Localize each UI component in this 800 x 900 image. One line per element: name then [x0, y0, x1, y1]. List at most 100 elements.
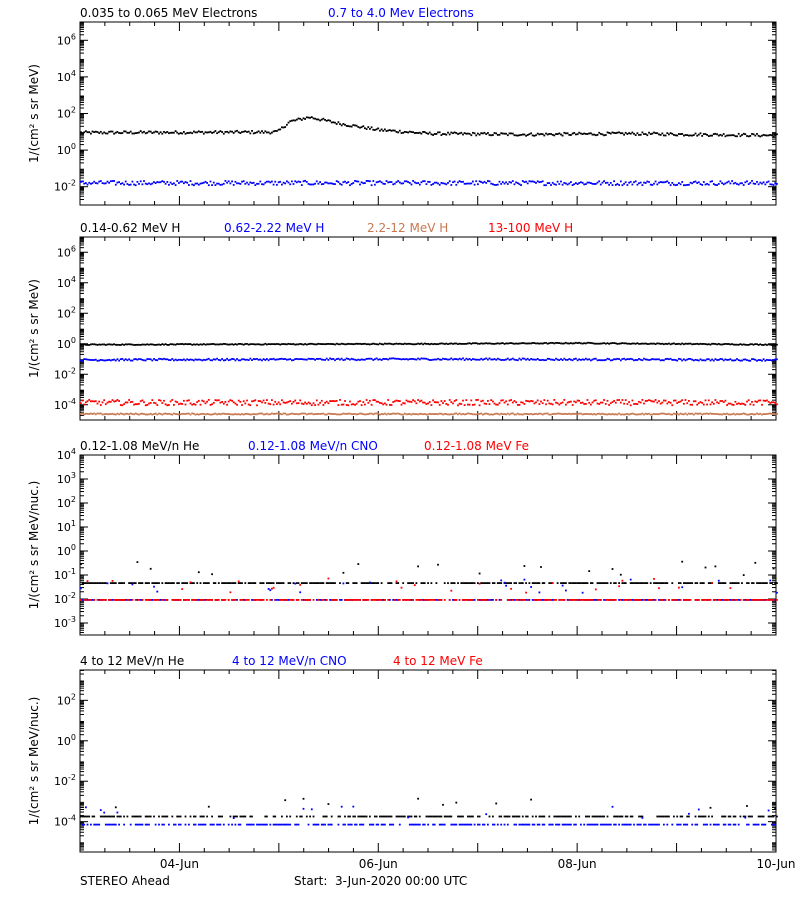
data-point: [697, 181, 700, 184]
data-point: [354, 582, 356, 584]
data-point: [247, 823, 250, 826]
data-point: [151, 399, 154, 401]
data-point: [422, 180, 424, 183]
data-point: [340, 357, 343, 360]
data-point: [354, 404, 356, 406]
data-point: [467, 182, 469, 185]
data-point: [470, 823, 473, 826]
data-point: [309, 582, 311, 584]
data-point: [575, 599, 577, 601]
data-point: [428, 401, 431, 403]
data-point: [154, 823, 157, 826]
data-point: [104, 344, 107, 346]
data-point: [633, 181, 635, 184]
data-point: [367, 582, 370, 584]
data-point: [624, 815, 627, 818]
plot-frame: [79, 21, 777, 206]
data-point: [149, 412, 152, 415]
data-point: [482, 823, 484, 826]
data-point: [196, 131, 199, 134]
data-point: [407, 131, 409, 134]
data-point: [722, 133, 725, 135]
data-point: [679, 183, 682, 186]
data-point: [664, 815, 667, 818]
data-point: [678, 413, 680, 416]
data-point: [379, 815, 381, 818]
data-point: [222, 402, 225, 405]
data-point: [679, 343, 682, 346]
data-point: [663, 399, 665, 402]
data-point: [493, 358, 496, 360]
data-point: [267, 402, 270, 405]
data-point: [732, 823, 735, 826]
data-point: [264, 342, 267, 345]
data-point: [430, 359, 433, 361]
data-point: [762, 358, 765, 361]
data-point: [374, 582, 376, 584]
data-point: [561, 823, 564, 826]
data-point: [387, 342, 390, 345]
data-point: [312, 183, 315, 186]
data-point: [558, 359, 561, 361]
data-point: [375, 181, 378, 184]
data-point: [267, 359, 270, 362]
data-point: [712, 599, 715, 601]
data-point: [384, 412, 386, 415]
data-point: [186, 132, 189, 134]
data-point: [520, 823, 522, 826]
data-point: [164, 412, 167, 415]
data-point: [633, 342, 635, 345]
data-point: [405, 413, 408, 416]
data-point: [176, 343, 179, 345]
data-point: [425, 132, 428, 134]
data-point: [314, 404, 316, 406]
data-point: [393, 400, 396, 403]
data-point: [590, 582, 592, 584]
data-point: [93, 180, 96, 183]
data-point: [478, 413, 481, 415]
data-point: [722, 412, 725, 415]
data-point: [222, 182, 225, 185]
data-point: [80, 131, 82, 134]
data-point: [737, 343, 740, 346]
data-point: [724, 358, 727, 361]
data-point: [141, 343, 144, 346]
data-point: [487, 132, 489, 134]
data-point: [168, 582, 170, 584]
data-point: [93, 599, 96, 601]
data-point: [701, 359, 704, 362]
data-point: [614, 815, 617, 818]
data-point: [506, 134, 509, 137]
data-point: [578, 131, 581, 134]
data-point: [545, 599, 547, 601]
data-point: [345, 182, 348, 184]
data-point: [467, 823, 469, 826]
data-point: [227, 180, 230, 183]
data-point: [204, 180, 207, 183]
data-point: [390, 815, 393, 818]
data-point: [438, 342, 441, 345]
data-point: [606, 342, 609, 345]
data-point: [608, 183, 610, 186]
data-point: [510, 181, 512, 184]
data-point: [711, 413, 713, 415]
data-point: [611, 413, 614, 415]
data-point: [458, 402, 461, 405]
data-point: [443, 823, 446, 826]
data-point: [540, 342, 542, 345]
data-point: [621, 132, 624, 135]
data-point: [239, 582, 242, 584]
data-point: [736, 343, 738, 346]
data-point: [149, 343, 152, 346]
data-point: [262, 582, 265, 584]
data-point: [380, 128, 383, 131]
data-point: [181, 359, 184, 361]
data-point: [739, 343, 742, 345]
data-point: [458, 599, 461, 601]
data-point: [244, 358, 247, 361]
data-point: [739, 599, 742, 601]
data-point: [287, 823, 290, 826]
data-point: [239, 183, 242, 185]
data-point: [176, 401, 179, 404]
data-point: [531, 815, 534, 818]
